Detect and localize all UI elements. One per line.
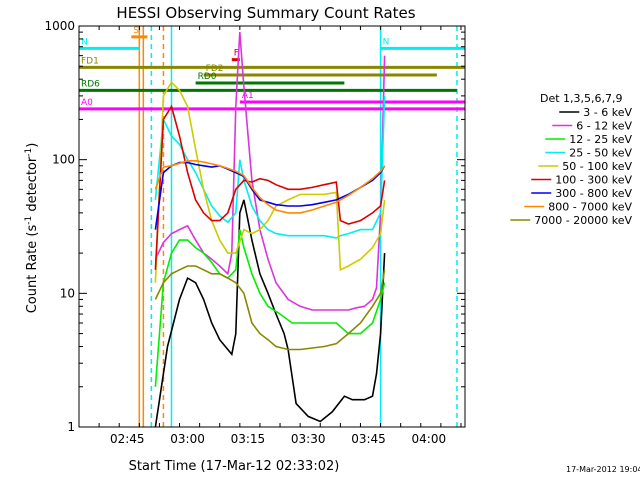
x-tick-label: 03:30	[291, 432, 326, 446]
legend-entry: 50 - 100 keV	[562, 160, 632, 173]
y-tick-label: 100	[52, 153, 75, 167]
legend-entry: 300 - 800 keV	[555, 187, 632, 200]
y-axis-label: Count Rate (s-1 detector-1)	[24, 143, 40, 314]
x-tick-label: 04:00	[412, 432, 447, 446]
flag-label: FD2	[206, 64, 224, 74]
legend-entry: 800 - 7000 keV	[548, 201, 632, 214]
flag-label: A0	[81, 98, 93, 108]
legend-title: Det 1,3,5,6,7,9	[540, 92, 623, 105]
series-line	[154, 265, 386, 351]
x-tick-label: 03:45	[351, 432, 386, 446]
series-line	[154, 229, 386, 387]
flag-label: RD0	[198, 72, 217, 82]
series-line	[154, 160, 386, 214]
y-tick-label: 10	[60, 286, 75, 300]
y-tick-label: 1000	[44, 19, 75, 33]
legend-entry: 3 - 6 keV	[583, 106, 632, 119]
legend-entry: 25 - 50 keV	[569, 147, 632, 160]
flag-label: F	[234, 49, 239, 59]
flag-label: RD6	[81, 79, 100, 89]
series-line	[154, 80, 386, 283]
chart-title: HESSI Observing Summary Count Rates	[116, 4, 415, 22]
legend-entry: 12 - 25 keV	[569, 133, 632, 146]
flag-label: N	[81, 37, 88, 47]
legend-entry: 100 - 300 keV	[555, 174, 632, 187]
x-tick-label: 03:15	[231, 432, 266, 446]
series-line	[154, 161, 386, 230]
x-tick-label: 02:45	[110, 432, 145, 446]
series-line	[154, 104, 386, 270]
x-axis-label: Start Time (17-Mar-12 02:33:02)	[129, 459, 340, 474]
x-tick-label: 03:00	[170, 432, 205, 446]
plot-frame	[78, 25, 466, 428]
legend-entry: 6 - 12 keV	[576, 120, 632, 133]
series-line	[154, 199, 386, 428]
flag-label: S	[133, 26, 139, 36]
timestamp: 17-Mar-2012 19:04	[566, 465, 640, 474]
legend-entry: 7000 - 20000 keV	[534, 214, 632, 227]
flag-label: FD1	[81, 56, 99, 66]
flag-label: N	[383, 37, 390, 47]
series-line	[154, 95, 386, 239]
y-tick-label: 1	[67, 420, 75, 434]
flag-label: A1	[242, 91, 254, 101]
